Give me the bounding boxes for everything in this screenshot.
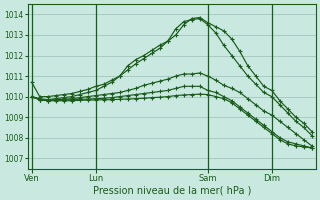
X-axis label: Pression niveau de la mer( hPa ): Pression niveau de la mer( hPa ) bbox=[92, 186, 251, 196]
